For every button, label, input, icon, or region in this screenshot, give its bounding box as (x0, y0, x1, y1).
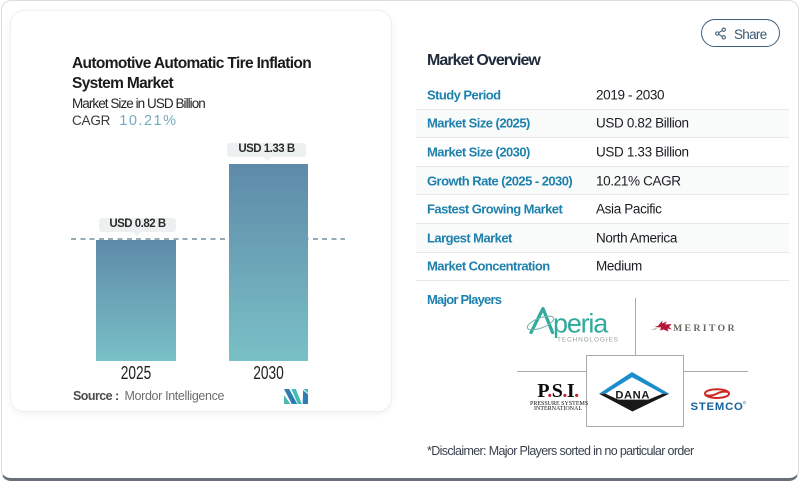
svg-text:MERITOR: MERITOR (673, 323, 737, 334)
svg-text:peria: peria (553, 309, 609, 339)
svg-text:TECHNOLOGIES: TECHNOLOGIES (557, 337, 618, 344)
svg-text:STEMCO: STEMCO (691, 401, 744, 412)
svg-text:DANA: DANA (615, 389, 650, 401)
